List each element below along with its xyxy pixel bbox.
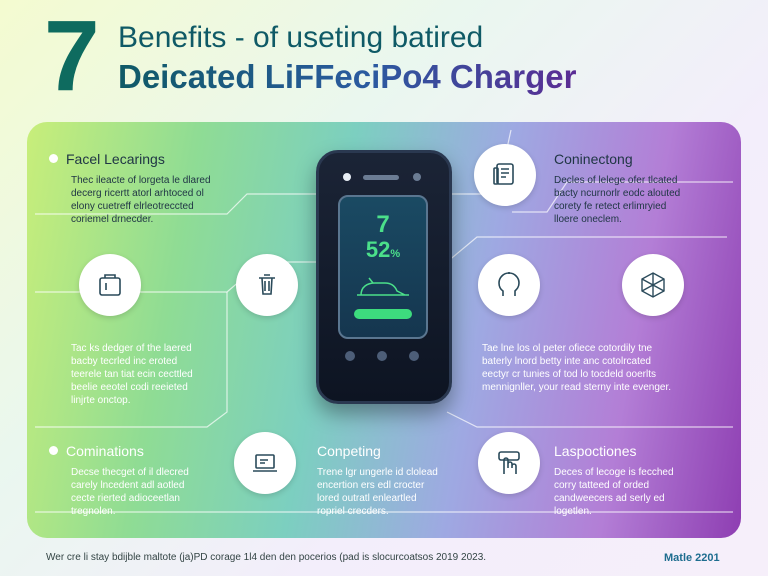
hand-touch-icon — [498, 451, 520, 474]
network-hexagon-icon-circle — [622, 254, 684, 316]
text-bottom-right: Deces of lecoge is fecched corry tatteed… — [554, 467, 674, 517]
laptop-icon-circle — [234, 432, 296, 494]
laptop-icon — [253, 454, 277, 472]
text-bottom-center: Trene lgr ungerle id clolead encertion e… — [317, 467, 438, 517]
phone-screen: 7 52% — [338, 195, 428, 339]
heading-bottom-center: Conpeting — [317, 443, 381, 459]
screen-number: 7 — [376, 211, 390, 238]
phone-button-left — [345, 351, 355, 361]
bullet-dot — [49, 446, 58, 455]
heading-top-right: Coninectong — [554, 151, 633, 167]
phone-device: 7 52% — [316, 150, 452, 404]
heading-top-left: Facel Lecarings — [49, 150, 165, 168]
head-idea-icon-circle — [478, 254, 540, 316]
battery-icon — [99, 274, 121, 296]
title-line-1: Benefits - of useting batired — [118, 21, 484, 54]
hand-touch-icon-circle — [478, 432, 540, 494]
speaker-slot — [363, 175, 399, 180]
head-idea-icon — [498, 272, 520, 296]
heading-bottom-left: Cominations — [49, 442, 144, 460]
document-stack-icon-circle — [474, 144, 536, 206]
big-number: 7 — [44, 0, 100, 112]
sensor-dot — [413, 173, 421, 181]
heading-bottom-right: Laspoctiones — [554, 443, 637, 459]
text-bottom-left: Decse thecget of il dlecred carely lnced… — [71, 467, 189, 517]
text-mid-left: Tac ks dedger of the laered bacby tecrle… — [71, 343, 193, 406]
phone-button-right — [409, 351, 419, 361]
text-top-left: Thec ileacte of lorgeta le dlared decerg… — [71, 175, 211, 225]
text-top-right: Decles of lelege ofer tlcated bacty ncur… — [554, 175, 681, 225]
trash-can-icon — [259, 274, 275, 295]
bullet-dot — [49, 154, 58, 163]
progress-bar — [354, 309, 412, 319]
network-hexagon-icon — [641, 272, 665, 298]
phone-button-center — [377, 351, 387, 361]
text-mid-right: Tae lne los ol peter ofiece cotordily tn… — [482, 343, 671, 393]
screen-percent: 52% — [365, 237, 401, 262]
camera-dot — [343, 173, 351, 181]
footer-note: Wer cre li stay bdijble maltote (ja)PD c… — [46, 552, 487, 563]
trash-can-icon-circle — [236, 254, 298, 316]
title-line-2: Deicated LiFFeciPo4 Charger — [118, 56, 576, 98]
charger-icon — [357, 277, 409, 296]
battery-icon-circle — [79, 254, 141, 316]
document-stack-icon — [493, 163, 514, 185]
footer-credit: Matle 2201 — [664, 552, 720, 564]
